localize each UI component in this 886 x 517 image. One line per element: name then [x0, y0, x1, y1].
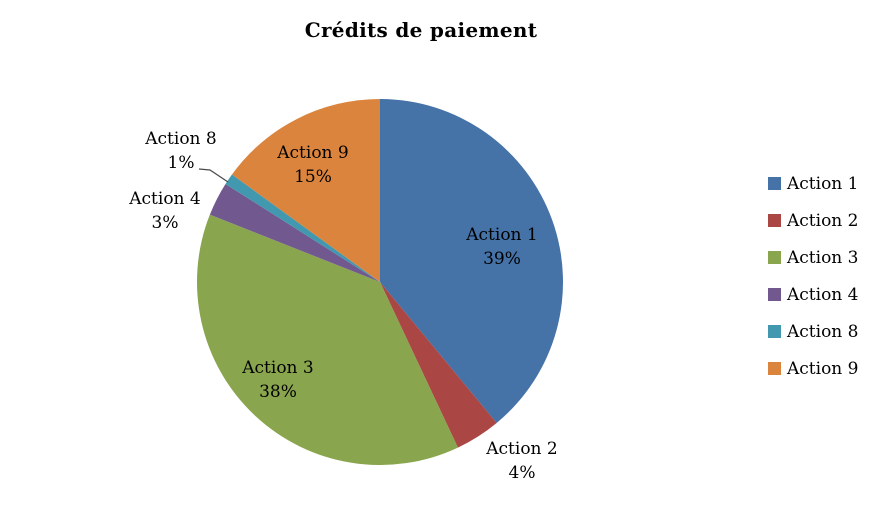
legend-label: Action 8 [787, 321, 859, 342]
slice-label-percent: 39% [483, 249, 521, 269]
chart-title: Crédits de paiement [304, 18, 538, 42]
slice-label-action-1: Action 1 39% [466, 223, 537, 271]
slice-label-action-3: Action 3 38% [242, 356, 313, 404]
pie-slice-action-9 [231, 99, 380, 282]
slice-label-action-2: Action 2 4% [486, 437, 557, 485]
slice-label-percent: 15% [294, 167, 332, 187]
chart-legend: Action 1 Action 2 Action 3 Action 4 Action 8… [768, 174, 858, 396]
slice-label-action-4: Action 4 3% [129, 187, 200, 235]
legend-swatch-icon [768, 177, 781, 190]
slice-label-percent: 38% [259, 382, 297, 402]
legend-item-action-2: Action 2 [768, 210, 859, 231]
slice-label-action-8: Action 8 1% [145, 127, 216, 175]
legend-item-action-8: Action 8 [768, 321, 859, 342]
legend-swatch-icon [768, 214, 781, 227]
label-leader-line [198, 168, 229, 183]
slice-label-name: Action 1 [466, 225, 538, 245]
legend-label: Action 2 [787, 210, 859, 231]
slice-label-name: Action 3 [242, 358, 314, 378]
slice-label-name: Action 4 [129, 189, 201, 209]
legend-label: Action 3 [787, 247, 859, 268]
legend-item-action-4: Action 4 [768, 284, 859, 305]
pie-slice-action-4 [209, 183, 380, 282]
legend-item-action-3: Action 3 [768, 247, 859, 268]
pie-slice-action-1 [380, 99, 563, 423]
pie-slice-action-2 [380, 282, 497, 448]
pie-slice-action-3 [196, 214, 458, 465]
slice-label-action-9: Action 9 15% [277, 141, 348, 189]
slice-label-percent: 4% [508, 463, 536, 483]
slice-label-name: Action 8 [145, 129, 217, 149]
legend-swatch-icon [768, 251, 781, 264]
slice-label-percent: 1% [167, 153, 195, 173]
slice-label-name: Action 2 [486, 439, 558, 459]
legend-swatch-icon [768, 362, 781, 375]
legend-swatch-icon [768, 288, 781, 301]
slice-label-percent: 3% [151, 213, 179, 233]
legend-label: Action 1 [787, 173, 859, 194]
legend-swatch-icon [768, 325, 781, 338]
pie-slice-action-8 [225, 174, 380, 282]
legend-label: Action 9 [787, 358, 859, 379]
legend-label: Action 4 [787, 284, 859, 305]
legend-item-action-9: Action 9 [768, 358, 859, 379]
slice-label-name: Action 9 [277, 143, 349, 163]
legend-item-action-1: Action 1 [768, 173, 859, 194]
